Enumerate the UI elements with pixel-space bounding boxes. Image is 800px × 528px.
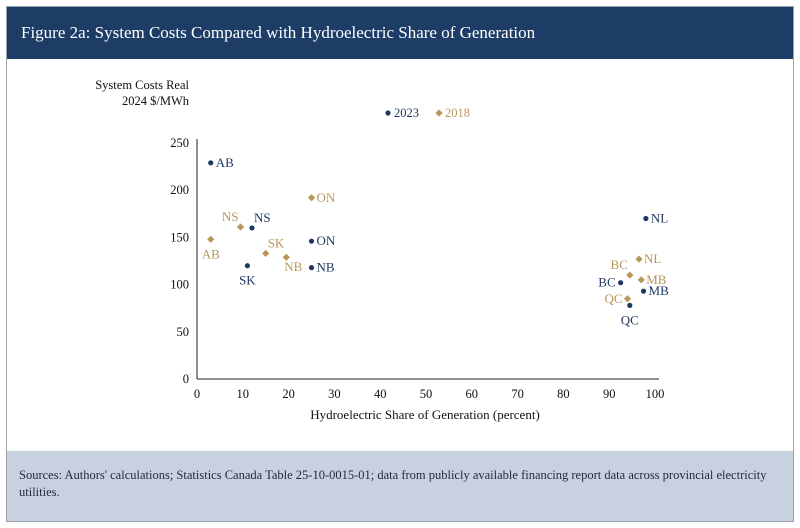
legend-label-2023: 2023 — [394, 106, 419, 120]
data-label-2023-sk: SK — [239, 273, 256, 288]
point-2018-ab — [207, 235, 215, 243]
x-tick-label: 70 — [511, 387, 524, 401]
point-2023-sk — [244, 263, 250, 269]
point-2018-nb — [282, 253, 290, 261]
source-footer: Sources: Authors' calculations; Statisti… — [7, 451, 793, 521]
x-tick-label: 30 — [328, 387, 341, 401]
point-2023-nb — [308, 265, 315, 271]
data-label-2018-on: ON — [317, 190, 336, 205]
point-2018-on — [307, 194, 316, 202]
figure-frame: Figure 2a: System Costs Compared with Hy… — [6, 6, 794, 522]
point-2018-sk — [262, 249, 270, 258]
x-tick-label: 90 — [603, 387, 616, 401]
data-label-2018-sk: SK — [268, 235, 285, 250]
point-2018-mb — [637, 276, 645, 284]
x-tick-label: 40 — [374, 387, 387, 401]
data-label-2018-ns: NS — [222, 209, 239, 224]
figure-title: Figure 2a: System Costs Compared with Hy… — [21, 23, 536, 42]
point-2023-ns — [249, 225, 255, 231]
data-label-2018-bc: BC — [610, 257, 627, 272]
figure-header: Figure 2a: System Costs Compared with Hy… — [7, 7, 793, 59]
x-tick-label: 80 — [557, 387, 570, 401]
point-2023-ab — [208, 160, 214, 166]
legend-marker-2018 — [435, 109, 443, 117]
data-label-2018-nl: NL — [644, 251, 661, 266]
legend-marker-2023 — [385, 110, 391, 116]
point-2018-ns — [236, 223, 245, 231]
data-label-2023-nl: NL — [651, 211, 668, 226]
point-2023-on — [308, 238, 315, 244]
y-tick-label: 100 — [170, 278, 189, 292]
data-label-2023-mb: MB — [649, 283, 670, 298]
x-tick-label: 100 — [646, 387, 665, 401]
source-note: Sources: Authors' calculations; Statisti… — [19, 468, 767, 499]
x-tick-label: 50 — [420, 387, 433, 401]
data-label-2023-on: ON — [317, 233, 336, 248]
data-label-2018-mb: MB — [646, 272, 667, 287]
data-label-2018-nb: NB — [284, 259, 302, 274]
point-2023-mb — [640, 288, 647, 294]
scatter-chart: System Costs Real 2024 $/MWh Hydroelectr… — [95, 78, 669, 422]
x-tick-label: 10 — [237, 387, 250, 401]
point-2018-bc — [626, 271, 634, 279]
data-label-2023-ab: AB — [216, 155, 234, 170]
legend-label-2018: 2018 — [445, 106, 470, 120]
axes: 0 50 100 150 200 250 0 10 20 30 40 50 60 70 80 90 100 — [170, 136, 664, 401]
data-marks: AB NS SK ON NB NL BC MB QC AB NS ON SK NB NL BC MB QC — [202, 155, 669, 328]
data-label-2023-qc: QC — [621, 312, 639, 327]
point-2023-nl — [643, 215, 649, 222]
point-2023-bc — [618, 280, 624, 286]
point-2018-nl — [635, 255, 643, 263]
data-label-2023-nb: NB — [317, 260, 335, 275]
data-label-2023-ns: NS — [254, 210, 271, 225]
data-label-2018-ab: AB — [202, 246, 220, 261]
y-tick-label: 50 — [177, 325, 190, 339]
point-2023-qc — [627, 302, 633, 308]
point-2018-qc — [623, 295, 632, 303]
x-tick-label: 60 — [466, 387, 479, 401]
legend: 2023 2018 — [385, 106, 470, 120]
y-tick-label: 250 — [170, 136, 189, 150]
y-axis-label-line2: 2024 $/MWh — [122, 94, 190, 108]
data-label-2023-bc: BC — [598, 275, 615, 290]
y-tick-label: 200 — [170, 183, 189, 197]
data-label-2018-qc: QC — [604, 291, 622, 306]
chart-area: System Costs Real 2024 $/MWh Hydroelectr… — [7, 59, 793, 451]
y-tick-label: 150 — [170, 230, 189, 244]
y-tick-label: 0 — [183, 372, 189, 386]
x-tick-label: 20 — [282, 387, 295, 401]
y-axis-label-line1: System Costs Real — [95, 78, 189, 92]
x-axis-label: Hydroelectric Share of Generation (perce… — [310, 407, 540, 422]
x-tick-label: 0 — [194, 387, 200, 401]
